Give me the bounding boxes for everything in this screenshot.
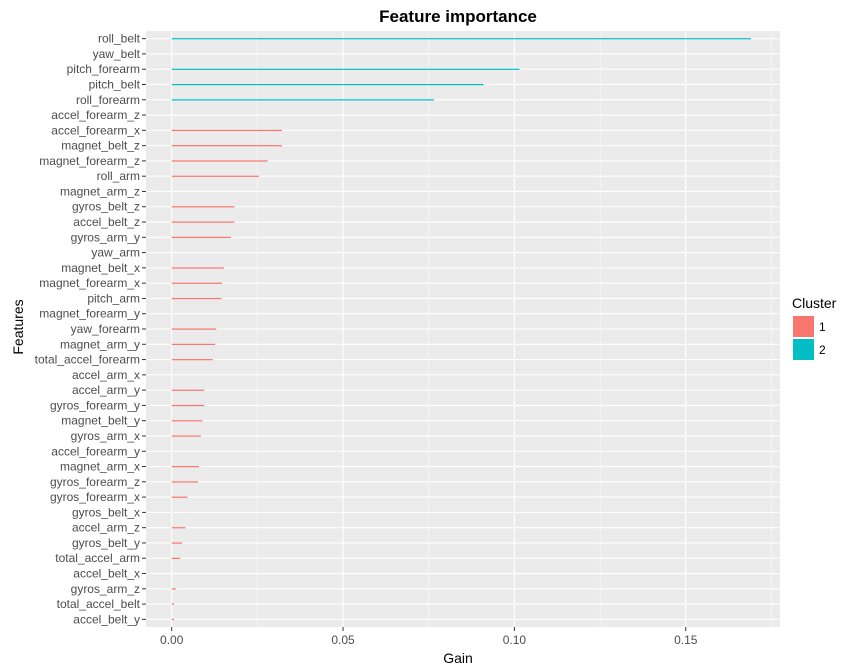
y-tick-label: pitch_forearm bbox=[67, 62, 140, 76]
bar-magnet_belt_y bbox=[171, 420, 203, 422]
bar-gyros_forearm_y bbox=[171, 404, 205, 407]
bars bbox=[171, 38, 751, 621]
bar-gyros_arm_z bbox=[171, 588, 176, 590]
bar-roll_arm bbox=[171, 175, 260, 177]
bar-yaw_forearm bbox=[171, 328, 217, 330]
x-axis: 0.00 0.05 0.10 0.15 bbox=[160, 627, 698, 647]
y-tick-label: total_accel_belt bbox=[57, 597, 141, 611]
y-tick-label: magnet_arm_z bbox=[60, 184, 140, 198]
bar-pitch_arm bbox=[171, 297, 222, 300]
y-tick-label: magnet_arm_y bbox=[60, 337, 140, 351]
y-tick-label: magnet_belt_x bbox=[61, 261, 140, 275]
bar-gyros_forearm_z bbox=[171, 481, 199, 483]
x-axis-title: Gain bbox=[443, 650, 473, 666]
legend: Cluster 1 2 bbox=[792, 295, 837, 360]
y-tick-label: gyros_forearm_z bbox=[50, 475, 140, 489]
bar-gyros_belt_z bbox=[171, 206, 235, 208]
bar-total_accel_arm bbox=[171, 557, 181, 559]
bar-pitch_belt bbox=[171, 83, 484, 86]
bar-gyros_arm_x bbox=[171, 435, 201, 437]
y-tick-label: accel_belt_y bbox=[73, 612, 140, 626]
y-tick-label: yaw_forearm bbox=[71, 322, 140, 336]
legend-label-2: 2 bbox=[819, 343, 826, 357]
bar-gyros_arm_y bbox=[171, 236, 231, 239]
bar-magnet_forearm_z bbox=[171, 160, 268, 162]
y-tick-label: gyros_belt_z bbox=[72, 200, 140, 214]
y-tick-label: gyros_forearm_y bbox=[50, 398, 140, 412]
chart-title: Feature importance bbox=[379, 7, 537, 26]
y-tick-label: gyros_belt_y bbox=[72, 536, 140, 550]
y-tick-label: accel_belt_z bbox=[73, 215, 140, 229]
y-tick-label: accel_forearm_y bbox=[51, 444, 140, 458]
y-tick-label: magnet_forearm_x bbox=[39, 276, 140, 290]
x-tick-label: 0.15 bbox=[674, 633, 698, 647]
bar-magnet_arm_x bbox=[171, 466, 200, 468]
y-tick-label: pitch_arm bbox=[87, 291, 140, 305]
y-axis-title: Features bbox=[10, 299, 26, 354]
bar-magnet_forearm_x bbox=[171, 282, 223, 284]
bar-accel_belt_y bbox=[171, 618, 175, 621]
y-tick-label: gyros_belt_x bbox=[72, 505, 140, 519]
y-tick-label: accel_arm_y bbox=[72, 383, 140, 397]
bar-accel_belt_z bbox=[171, 221, 235, 223]
bar-gyros_forearm_x bbox=[171, 496, 188, 498]
legend-title: Cluster bbox=[792, 295, 837, 311]
bar-accel_forearm_x bbox=[171, 129, 283, 132]
y-axis: roll_beltyaw_beltpitch_forearmpitch_belt… bbox=[35, 32, 146, 626]
bar-roll_belt bbox=[171, 38, 751, 40]
bar-magnet_arm_y bbox=[171, 343, 216, 345]
y-tick-label: gyros_arm_x bbox=[71, 429, 140, 443]
y-tick-label: magnet_forearm_y bbox=[39, 307, 140, 321]
bar-roll_forearm bbox=[171, 99, 434, 101]
y-tick-label: magnet_belt_z bbox=[61, 139, 140, 153]
y-tick-label: gyros_arm_z bbox=[71, 582, 140, 596]
grid-lines bbox=[146, 31, 780, 627]
bar-total_accel_belt bbox=[171, 603, 175, 605]
y-tick-label: accel_arm_z bbox=[72, 521, 140, 535]
y-tick-label: yaw_arm bbox=[91, 246, 140, 260]
y-tick-label: magnet_belt_y bbox=[61, 414, 140, 428]
legend-key-1 bbox=[793, 316, 814, 337]
y-tick-label: accel_forearm_x bbox=[51, 123, 140, 137]
y-tick-label: magnet_forearm_z bbox=[39, 154, 140, 168]
bar-accel_arm_y bbox=[171, 389, 205, 391]
bar-pitch_forearm bbox=[171, 68, 520, 70]
x-tick-label: 0.00 bbox=[160, 633, 184, 647]
x-tick-label: 0.10 bbox=[503, 633, 527, 647]
y-tick-label: roll_arm bbox=[97, 169, 140, 183]
bar-accel_arm_z bbox=[171, 527, 186, 529]
y-tick-label: yaw_belt bbox=[93, 47, 141, 61]
x-tick-label: 0.05 bbox=[331, 633, 355, 647]
y-tick-label: gyros_forearm_x bbox=[50, 490, 140, 504]
y-tick-label: accel_forearm_z bbox=[51, 108, 140, 122]
bar-magnet_belt_x bbox=[171, 267, 224, 269]
legend-label-1: 1 bbox=[819, 320, 826, 334]
y-tick-label: accel_belt_x bbox=[73, 567, 140, 581]
y-tick-label: total_accel_forearm bbox=[35, 353, 140, 367]
legend-key-2 bbox=[793, 339, 814, 360]
y-tick-label: roll_forearm bbox=[76, 93, 140, 107]
y-tick-label: pitch_belt bbox=[89, 77, 141, 91]
bar-gyros_belt_y bbox=[171, 542, 182, 544]
y-tick-label: magnet_arm_x bbox=[60, 460, 140, 474]
y-tick-label: accel_arm_x bbox=[72, 368, 140, 382]
y-tick-label: roll_belt bbox=[98, 32, 141, 46]
y-tick-label: total_accel_arm bbox=[55, 551, 140, 565]
bar-magnet_belt_z bbox=[171, 145, 283, 147]
y-tick-label: gyros_arm_y bbox=[71, 230, 140, 244]
bar-total_accel_forearm bbox=[171, 359, 213, 361]
